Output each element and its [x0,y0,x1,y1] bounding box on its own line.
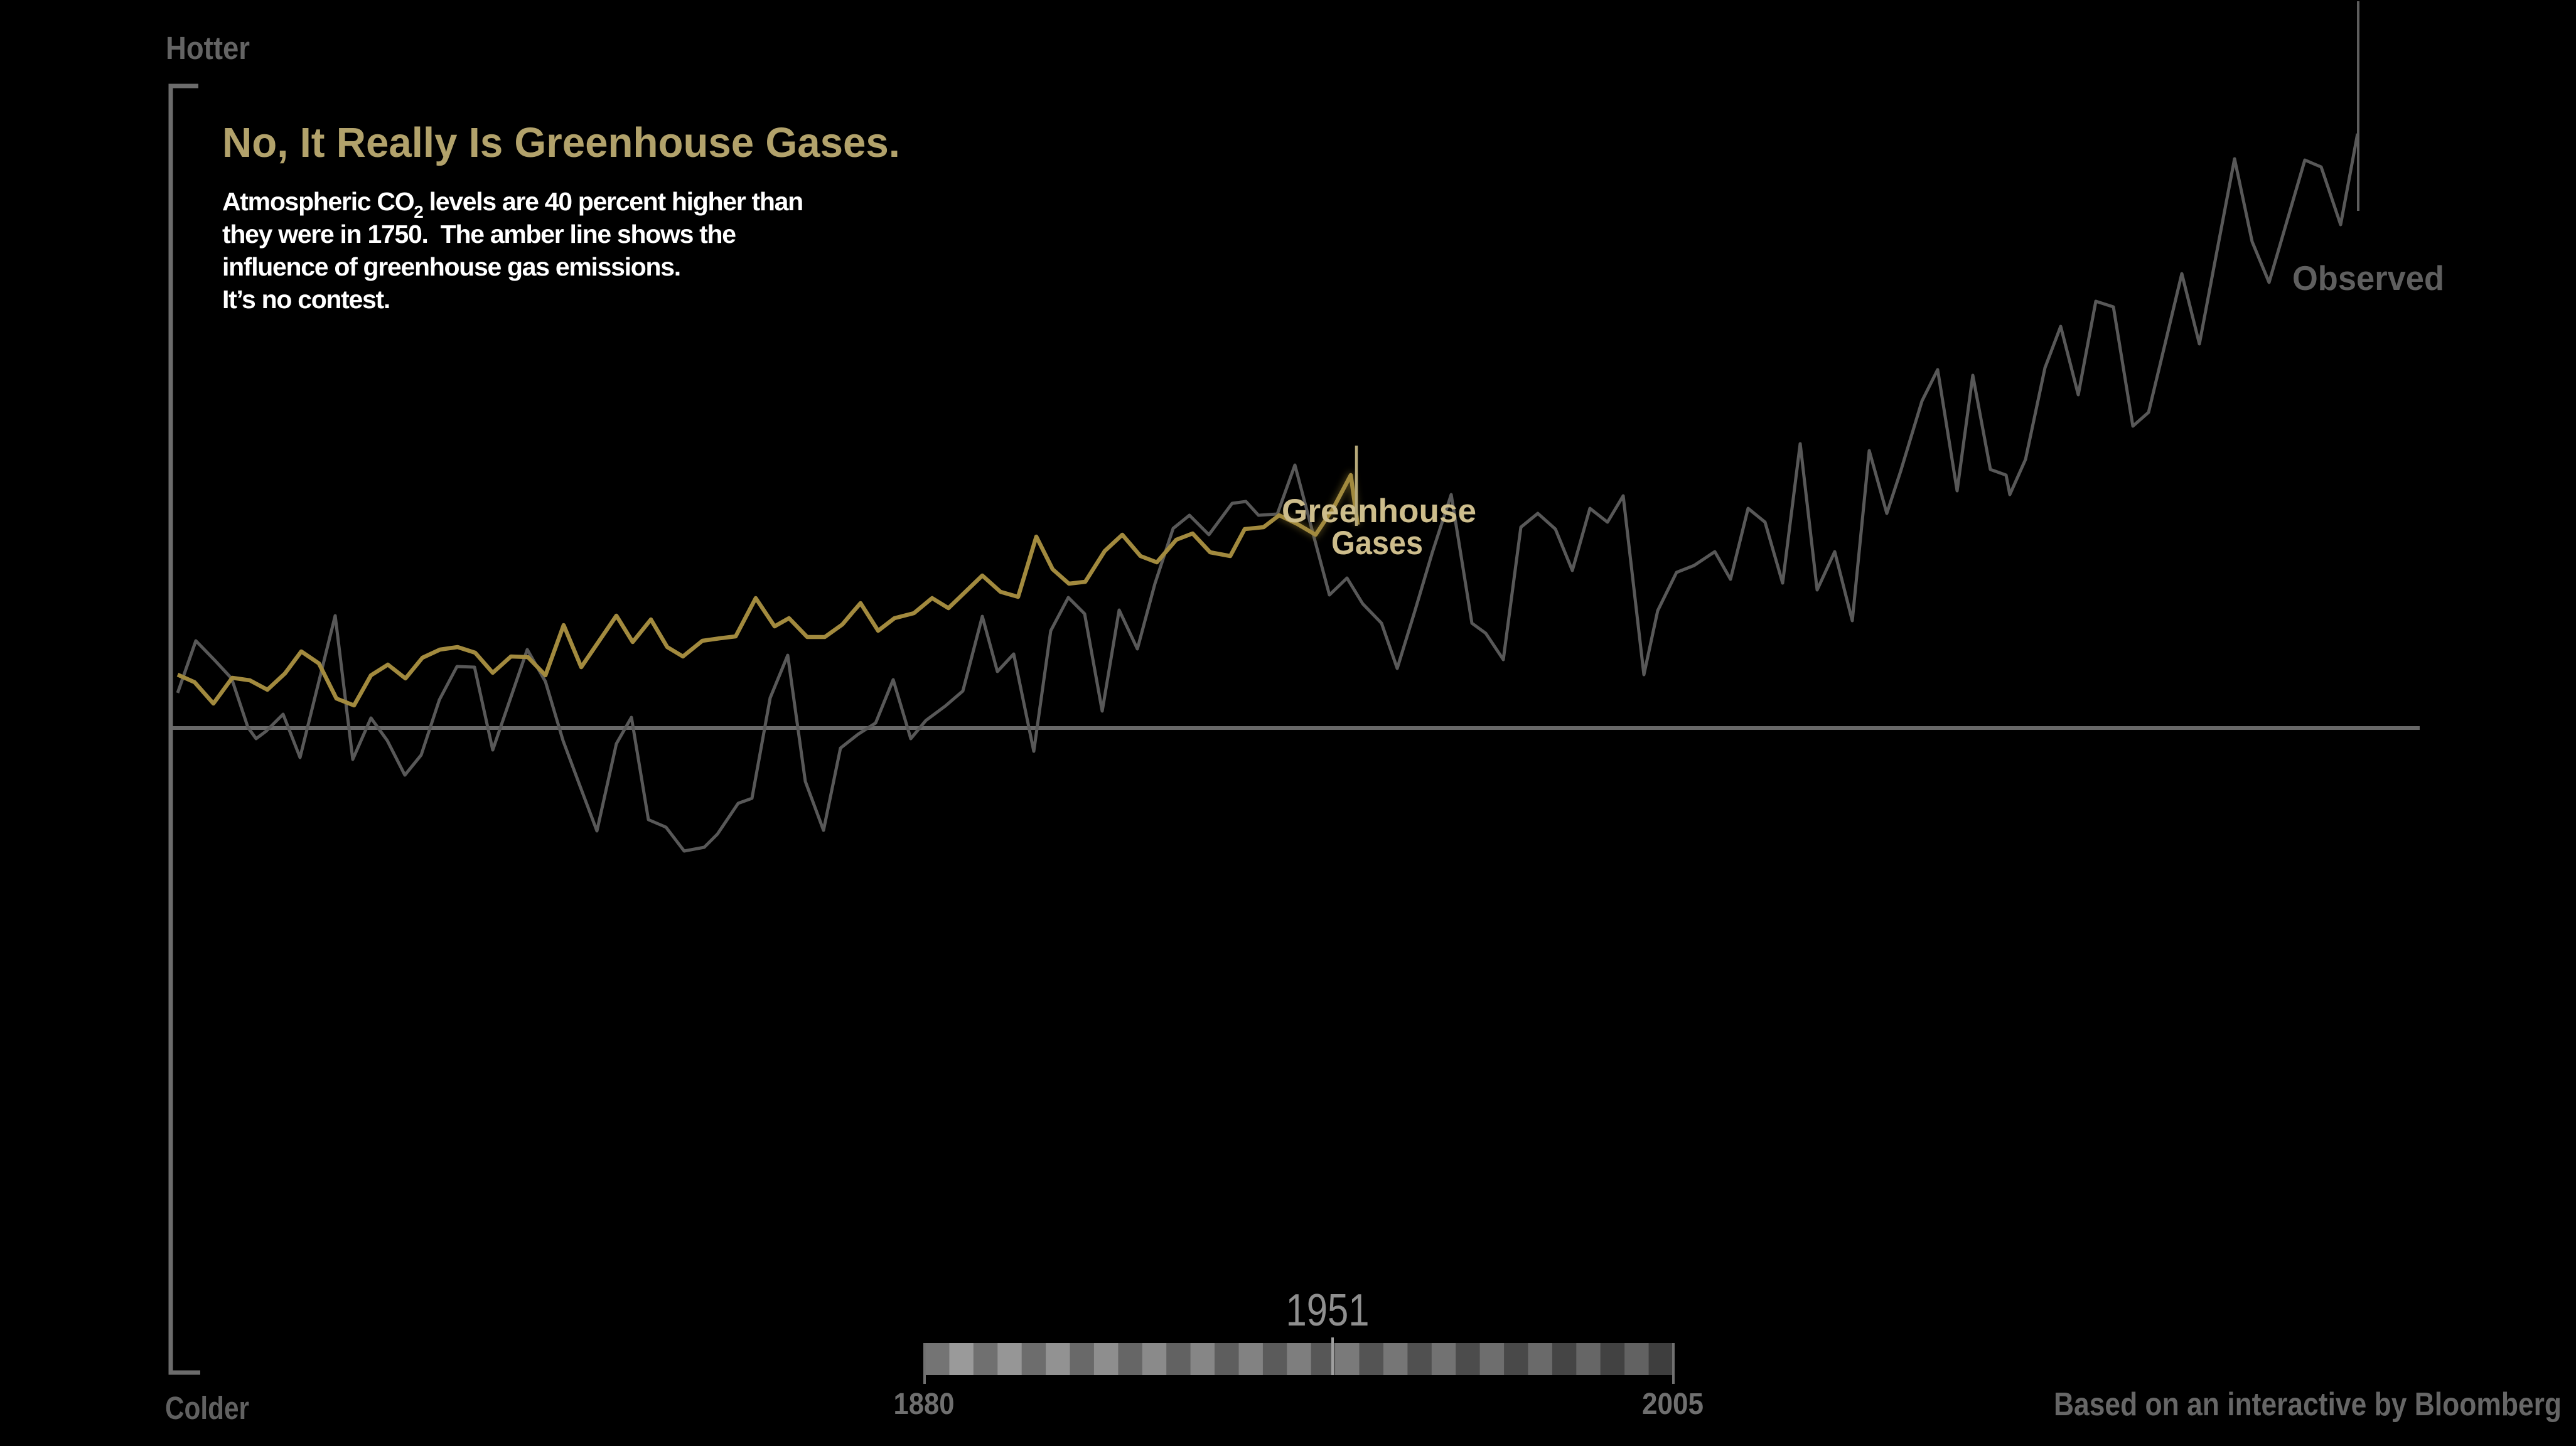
svg-text:they were in 1750. The amber: they were in 1750. The amber line shows … [222,220,736,249]
svg-text:It’s no contest.: It’s no contest. [222,285,390,314]
svg-text:No, It Really Is Greenhouse Ga: No, It Really Is Greenhouse Gases. [222,119,900,166]
svg-text:Based on an interactive by Blo: Based on an interactive by Bloomberg [2054,1386,2562,1423]
svg-text:Observed: Observed [2292,259,2444,297]
svg-text:influence of greenhouse gas em: influence of greenhouse gas emissions. [222,252,680,281]
svg-text:Gases: Gases [1331,525,1423,562]
svg-text:Atmospheric CO2 levels are 40: Atmospheric CO2 levels are 40 percent hi… [222,187,803,222]
svg-text:Colder: Colder [165,1390,249,1426]
svg-text:1951: 1951 [1286,1285,1370,1336]
svg-text:2005: 2005 [1642,1388,1704,1421]
svg-text:Greenhouse: Greenhouse [1282,493,1476,530]
svg-text:Hotter: Hotter [166,30,250,66]
svg-text:1880: 1880 [894,1388,955,1421]
